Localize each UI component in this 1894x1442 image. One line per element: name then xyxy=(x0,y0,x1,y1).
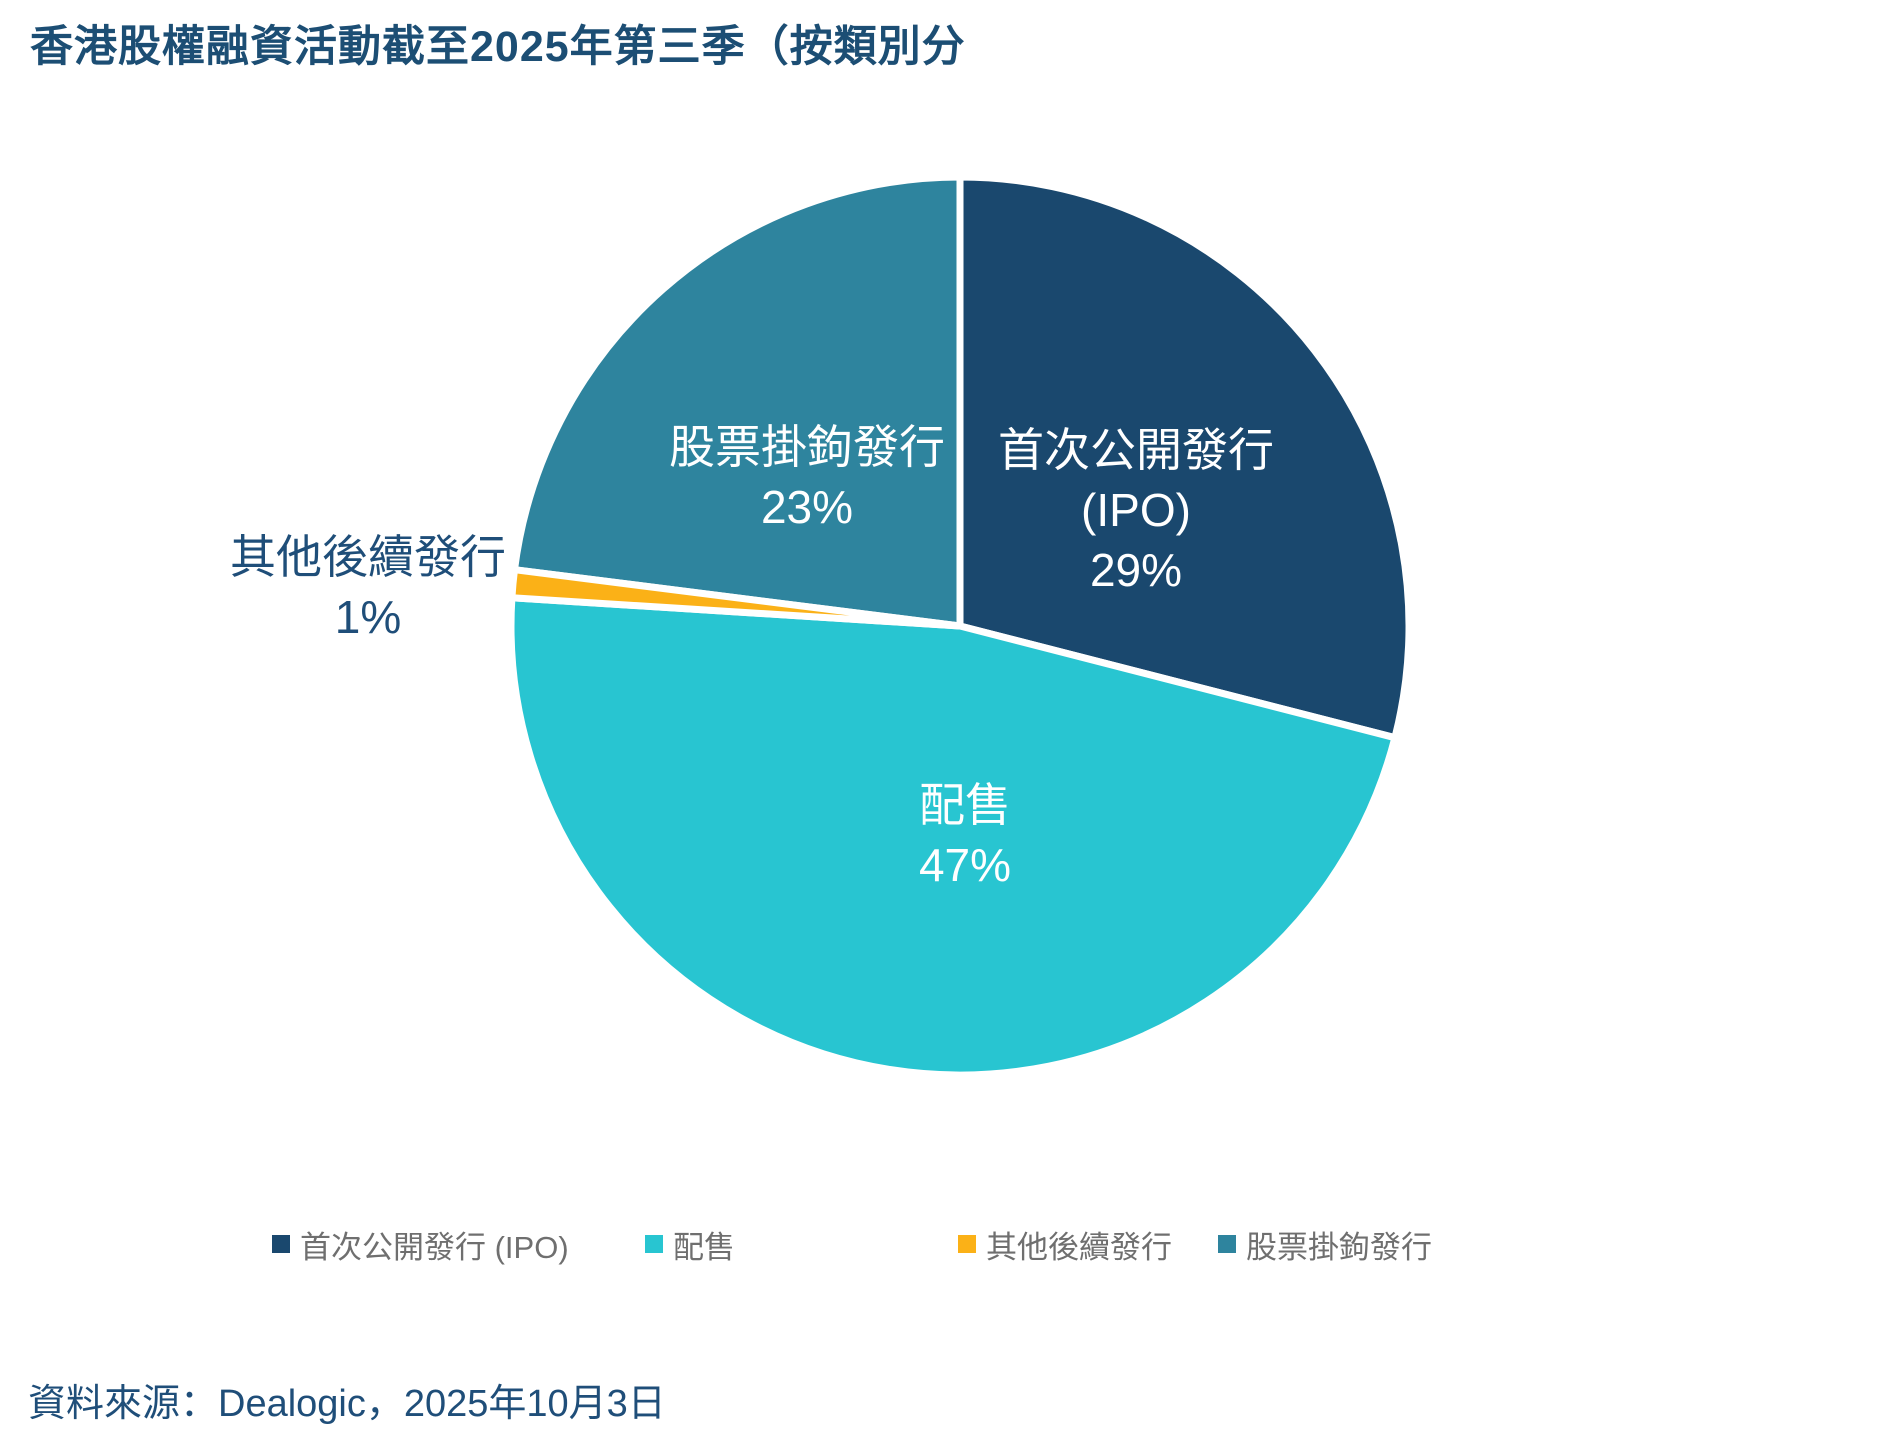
pie-slice-label: 股票掛鉤發行 xyxy=(669,421,945,473)
pie-slice xyxy=(507,594,1399,1079)
pie-slice-label: 23% xyxy=(761,481,853,533)
legend-label: 其他後續發行 xyxy=(986,1229,1172,1265)
chart-legend: 首次公開發行 (IPO) 配售 其他後續發行 股票掛鉤發行 xyxy=(0,1224,1894,1268)
legend-label: 股票掛鉤發行 xyxy=(1246,1229,1432,1265)
legend-item: 配售 xyxy=(645,1224,735,1265)
source-note: 資料來源：Dealogic，2025年10月3日 xyxy=(28,1383,666,1425)
pie-slice-label: (IPO) xyxy=(1081,484,1191,536)
legend-item: 其他後續發行 xyxy=(958,1224,1172,1265)
legend-item: 首次公開發行 (IPO) xyxy=(272,1224,569,1265)
pie-slice-label: 47% xyxy=(919,839,1011,891)
pie-slice xyxy=(511,173,964,630)
legend-item: 股票掛鉤發行 xyxy=(1218,1224,1432,1265)
legend-swatch xyxy=(1218,1235,1236,1253)
pie-slice-label: 配售 xyxy=(919,779,1011,831)
pie-slice xyxy=(956,173,1413,742)
legend-label: 首次公開發行 (IPO) xyxy=(300,1229,569,1265)
legend-swatch xyxy=(645,1235,663,1253)
pie-slices xyxy=(507,173,1413,1079)
legend-swatch xyxy=(958,1235,976,1253)
pie-slice-labels: 首次公開發行 (IPO) 29% 配售 47% 其他後續發行 1% 股票掛鉤發行 23% xyxy=(230,421,1274,891)
legend-swatch xyxy=(272,1235,290,1253)
legend-label: 配售 xyxy=(673,1229,735,1265)
pie-slice xyxy=(508,566,964,630)
pie-slice-label: 其他後續發行 xyxy=(230,531,506,583)
pie-slice-label: 首次公開發行 xyxy=(998,424,1274,476)
pie-slice-label: 1% xyxy=(335,591,401,643)
page-title: 香港股權融資活動截至2025年第三季（按類別分 xyxy=(30,23,966,71)
pie-slice-label: 29% xyxy=(1090,544,1182,596)
